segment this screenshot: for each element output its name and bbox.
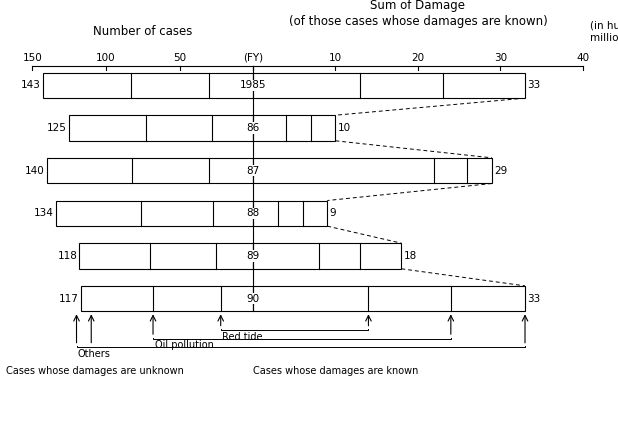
Bar [253,243,402,269]
Bar [253,73,525,98]
Text: 86: 86 [247,123,260,133]
Text: 134: 134 [34,208,54,218]
Text: 89: 89 [247,251,260,261]
Text: 143: 143 [20,80,40,90]
Bar [47,158,253,184]
Text: 10: 10 [329,53,342,63]
Bar [43,73,253,98]
Text: Oil pollution: Oil pollution [154,340,213,350]
Text: 88: 88 [247,208,260,218]
Text: 10: 10 [337,123,351,133]
Text: 9: 9 [329,208,336,218]
Text: 0: 0 [250,53,256,63]
Text: 125: 125 [47,123,67,133]
Text: 0: 0 [250,53,256,63]
Text: Number of cases: Number of cases [93,26,192,39]
Bar [253,158,492,184]
Text: 140: 140 [25,166,45,176]
Text: 30: 30 [494,53,507,63]
Bar [56,201,253,226]
Text: 118: 118 [57,251,77,261]
Text: Red tide: Red tide [222,332,263,341]
Text: 100: 100 [96,53,116,63]
Text: 87: 87 [247,166,260,176]
Bar [81,286,253,311]
Text: 1985: 1985 [240,80,266,90]
Bar [253,201,328,226]
Text: Others: Others [78,349,111,358]
Bar [80,243,253,269]
Text: Cases whose damages are known: Cases whose damages are known [253,366,418,376]
Text: 33: 33 [527,294,541,304]
Text: 29: 29 [494,166,507,176]
Text: 40: 40 [576,53,589,63]
Text: Cases whose damages are unknown: Cases whose damages are unknown [6,366,184,376]
Text: 150: 150 [22,53,42,63]
Text: 20: 20 [412,53,425,63]
Text: Sum of Damage
(of those cases whose damages are known): Sum of Damage (of those cases whose dama… [289,0,548,28]
Text: 90: 90 [247,294,260,304]
Bar [253,286,525,311]
Text: 117: 117 [59,294,78,304]
Text: (FY): (FY) [243,53,263,63]
Bar [253,115,336,141]
Text: (in hundred
million yen): (in hundred million yen) [590,20,618,43]
Bar [69,115,253,141]
Text: 50: 50 [173,53,186,63]
Text: 33: 33 [527,80,541,90]
Text: 18: 18 [404,251,417,261]
